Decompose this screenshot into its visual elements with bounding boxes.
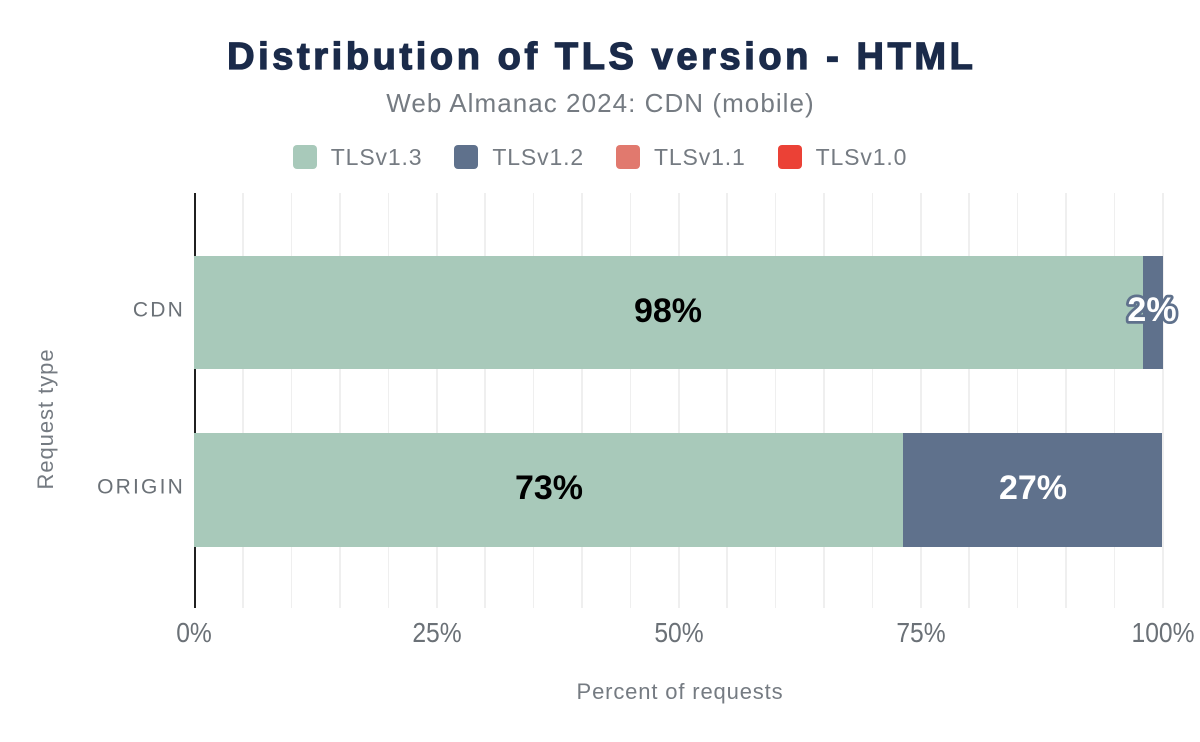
svg-text:2%: 2% <box>1127 291 1176 329</box>
